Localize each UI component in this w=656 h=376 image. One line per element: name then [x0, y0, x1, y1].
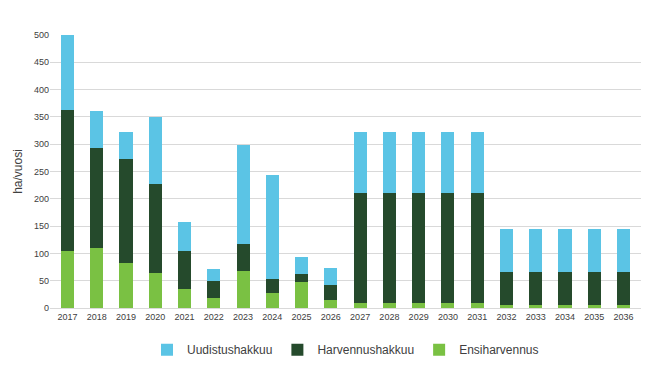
- svg-text:450: 450: [34, 57, 49, 67]
- svg-text:Uudistushakkuu: Uudistushakkuu: [187, 343, 272, 357]
- svg-text:2029: 2029: [409, 312, 429, 322]
- svg-text:200: 200: [34, 194, 49, 204]
- svg-text:2033: 2033: [526, 312, 546, 322]
- svg-text:500: 500: [34, 30, 49, 40]
- svg-text:150: 150: [34, 221, 49, 231]
- svg-text:2021: 2021: [175, 312, 195, 322]
- svg-text:2032: 2032: [496, 312, 516, 322]
- svg-text:50: 50: [39, 276, 49, 286]
- svg-text:2018: 2018: [87, 312, 107, 322]
- svg-text:ha/vuosi: ha/vuosi: [11, 149, 25, 194]
- svg-text:350: 350: [34, 112, 49, 122]
- svg-text:300: 300: [34, 139, 49, 149]
- svg-text:2031: 2031: [467, 312, 487, 322]
- svg-text:400: 400: [34, 85, 49, 95]
- svg-text:2026: 2026: [321, 312, 341, 322]
- svg-text:2030: 2030: [438, 312, 458, 322]
- svg-text:2034: 2034: [555, 312, 575, 322]
- svg-text:2025: 2025: [292, 312, 312, 322]
- svg-text:2036: 2036: [613, 312, 633, 322]
- svg-text:Ensiharvennus: Ensiharvennus: [459, 343, 538, 357]
- svg-text:2022: 2022: [204, 312, 224, 322]
- svg-text:2024: 2024: [262, 312, 282, 322]
- svg-text:250: 250: [34, 167, 49, 177]
- svg-text:2017: 2017: [58, 312, 78, 322]
- svg-text:2027: 2027: [350, 312, 370, 322]
- svg-text:2023: 2023: [233, 312, 253, 322]
- svg-text:2028: 2028: [379, 312, 399, 322]
- svg-text:2035: 2035: [584, 312, 604, 322]
- svg-text:Harvennushakkuu: Harvennushakkuu: [317, 343, 414, 357]
- svg-text:100: 100: [34, 249, 49, 259]
- svg-text:2019: 2019: [116, 312, 136, 322]
- svg-text:2020: 2020: [145, 312, 165, 322]
- svg-text:0: 0: [44, 303, 49, 313]
